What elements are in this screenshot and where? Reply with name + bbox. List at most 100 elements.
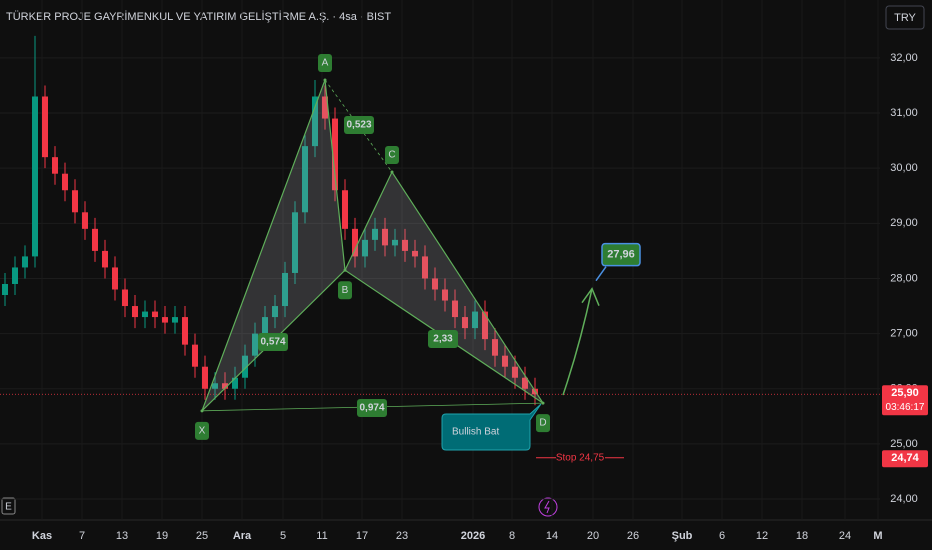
candle-body bbox=[402, 239, 408, 251]
candle-body bbox=[62, 173, 68, 191]
candle-body bbox=[242, 355, 248, 378]
dividend-icon-bolt bbox=[544, 500, 550, 514]
pattern-point bbox=[323, 78, 327, 82]
y-tick-label: 31,00 bbox=[890, 107, 918, 119]
candle-body bbox=[192, 344, 198, 367]
pattern-point-label: X bbox=[199, 425, 206, 436]
last-price-label: 25,90 bbox=[891, 387, 919, 399]
candle-body bbox=[262, 317, 268, 334]
x-tick-label: 13 bbox=[116, 530, 128, 542]
pattern-point-box bbox=[318, 53, 332, 72]
x-tick-label: 6 bbox=[719, 530, 725, 542]
ratio-label: 0,574 bbox=[260, 337, 285, 348]
pattern-point bbox=[200, 409, 204, 413]
candle-body bbox=[392, 239, 398, 246]
pattern-point-box bbox=[385, 146, 399, 165]
ratio-label: 0,523 bbox=[346, 120, 371, 131]
candle-body bbox=[142, 311, 148, 318]
pattern-point-label: C bbox=[388, 150, 395, 161]
candle-body bbox=[332, 118, 338, 191]
candle-body bbox=[502, 355, 508, 367]
target-arrow-head bbox=[581, 287, 600, 306]
candle-body bbox=[442, 289, 448, 301]
candle-body bbox=[352, 228, 358, 257]
x-tick-label: Kas bbox=[32, 530, 52, 542]
candle-body bbox=[512, 366, 518, 378]
candle-body bbox=[342, 190, 348, 229]
y-tick-label: 28,00 bbox=[890, 272, 918, 284]
x-tick-label: 5 bbox=[280, 530, 286, 542]
target-box bbox=[601, 242, 641, 267]
candle-body bbox=[212, 383, 218, 389]
pattern-name-box bbox=[441, 403, 542, 451]
candle-body bbox=[122, 289, 128, 307]
currency-button[interactable] bbox=[885, 5, 925, 30]
last-price-box bbox=[882, 385, 928, 416]
pattern-point-box bbox=[536, 414, 550, 433]
pattern-name: Bullish Bat bbox=[452, 427, 499, 438]
candle-body bbox=[72, 190, 78, 213]
candle-body bbox=[432, 278, 438, 290]
ratio-box bbox=[258, 333, 288, 351]
ratio-box bbox=[344, 116, 374, 134]
stop-marker-label: 24,74 bbox=[891, 452, 919, 464]
chart-title: TÜRKER PROJE GAYRİMENKUL VE YATIRIM GELİ… bbox=[6, 10, 391, 23]
candle-body bbox=[112, 267, 118, 290]
pattern-point-box bbox=[195, 421, 209, 440]
y-tick-label: 29,00 bbox=[890, 217, 918, 229]
candle-body bbox=[12, 267, 18, 284]
candle-body bbox=[282, 272, 288, 307]
candle-body bbox=[522, 377, 528, 389]
candle-body bbox=[182, 317, 188, 345]
x-tick-label: 18 bbox=[796, 530, 808, 542]
candle-body bbox=[92, 228, 98, 251]
candle-body bbox=[292, 212, 298, 273]
x-tick-label: 24 bbox=[839, 530, 851, 542]
dividend-icon[interactable] bbox=[538, 497, 558, 517]
candle-body bbox=[32, 96, 38, 257]
x-tick-label: 7 bbox=[79, 530, 85, 542]
candle-body bbox=[252, 333, 258, 356]
y-tick-label: 32,00 bbox=[890, 52, 918, 64]
candle-body bbox=[452, 300, 458, 318]
candle-body bbox=[382, 228, 388, 246]
target-arrow bbox=[562, 288, 593, 396]
candle-body bbox=[172, 317, 178, 323]
candle-body bbox=[422, 256, 428, 279]
x-tick-label: 2026 bbox=[461, 530, 485, 542]
candle-body bbox=[52, 157, 58, 174]
y-tick-label: 27,00 bbox=[890, 328, 918, 340]
pattern-point-box bbox=[338, 281, 352, 300]
x-tick-label: M bbox=[873, 530, 882, 542]
candle-body bbox=[302, 146, 308, 213]
x-tick-label: 12 bbox=[756, 530, 768, 542]
candle-body bbox=[472, 311, 478, 329]
currency-label[interactable]: TRY bbox=[894, 12, 916, 24]
pattern-point bbox=[343, 268, 347, 272]
x-tick-label: 11 bbox=[316, 530, 327, 542]
pattern-point-label: D bbox=[539, 418, 546, 429]
candle-body bbox=[362, 239, 368, 257]
candle-body bbox=[232, 377, 238, 389]
event-badge[interactable] bbox=[1, 497, 16, 515]
event-badge-label[interactable]: E bbox=[5, 502, 12, 513]
candle-body bbox=[22, 256, 28, 268]
ratio-label: 2,33 bbox=[433, 334, 453, 345]
candle-body bbox=[42, 96, 48, 158]
candle-body bbox=[82, 212, 88, 229]
pattern-point bbox=[390, 170, 394, 174]
target-label: 27,96 bbox=[607, 249, 635, 261]
candle-body bbox=[312, 96, 318, 147]
x-tick-label: Ara bbox=[233, 530, 252, 542]
candle-body bbox=[482, 311, 488, 340]
ratio-label: 0,974 bbox=[359, 403, 384, 414]
candle-body bbox=[2, 283, 8, 296]
x-tick-label: 19 bbox=[156, 530, 168, 542]
pattern-point-label: A bbox=[322, 58, 329, 69]
candle-body bbox=[152, 311, 158, 318]
x-tick-label: 20 bbox=[587, 530, 599, 542]
ratio-box bbox=[428, 330, 458, 348]
stop-label: Stop 24,75 bbox=[556, 452, 605, 463]
